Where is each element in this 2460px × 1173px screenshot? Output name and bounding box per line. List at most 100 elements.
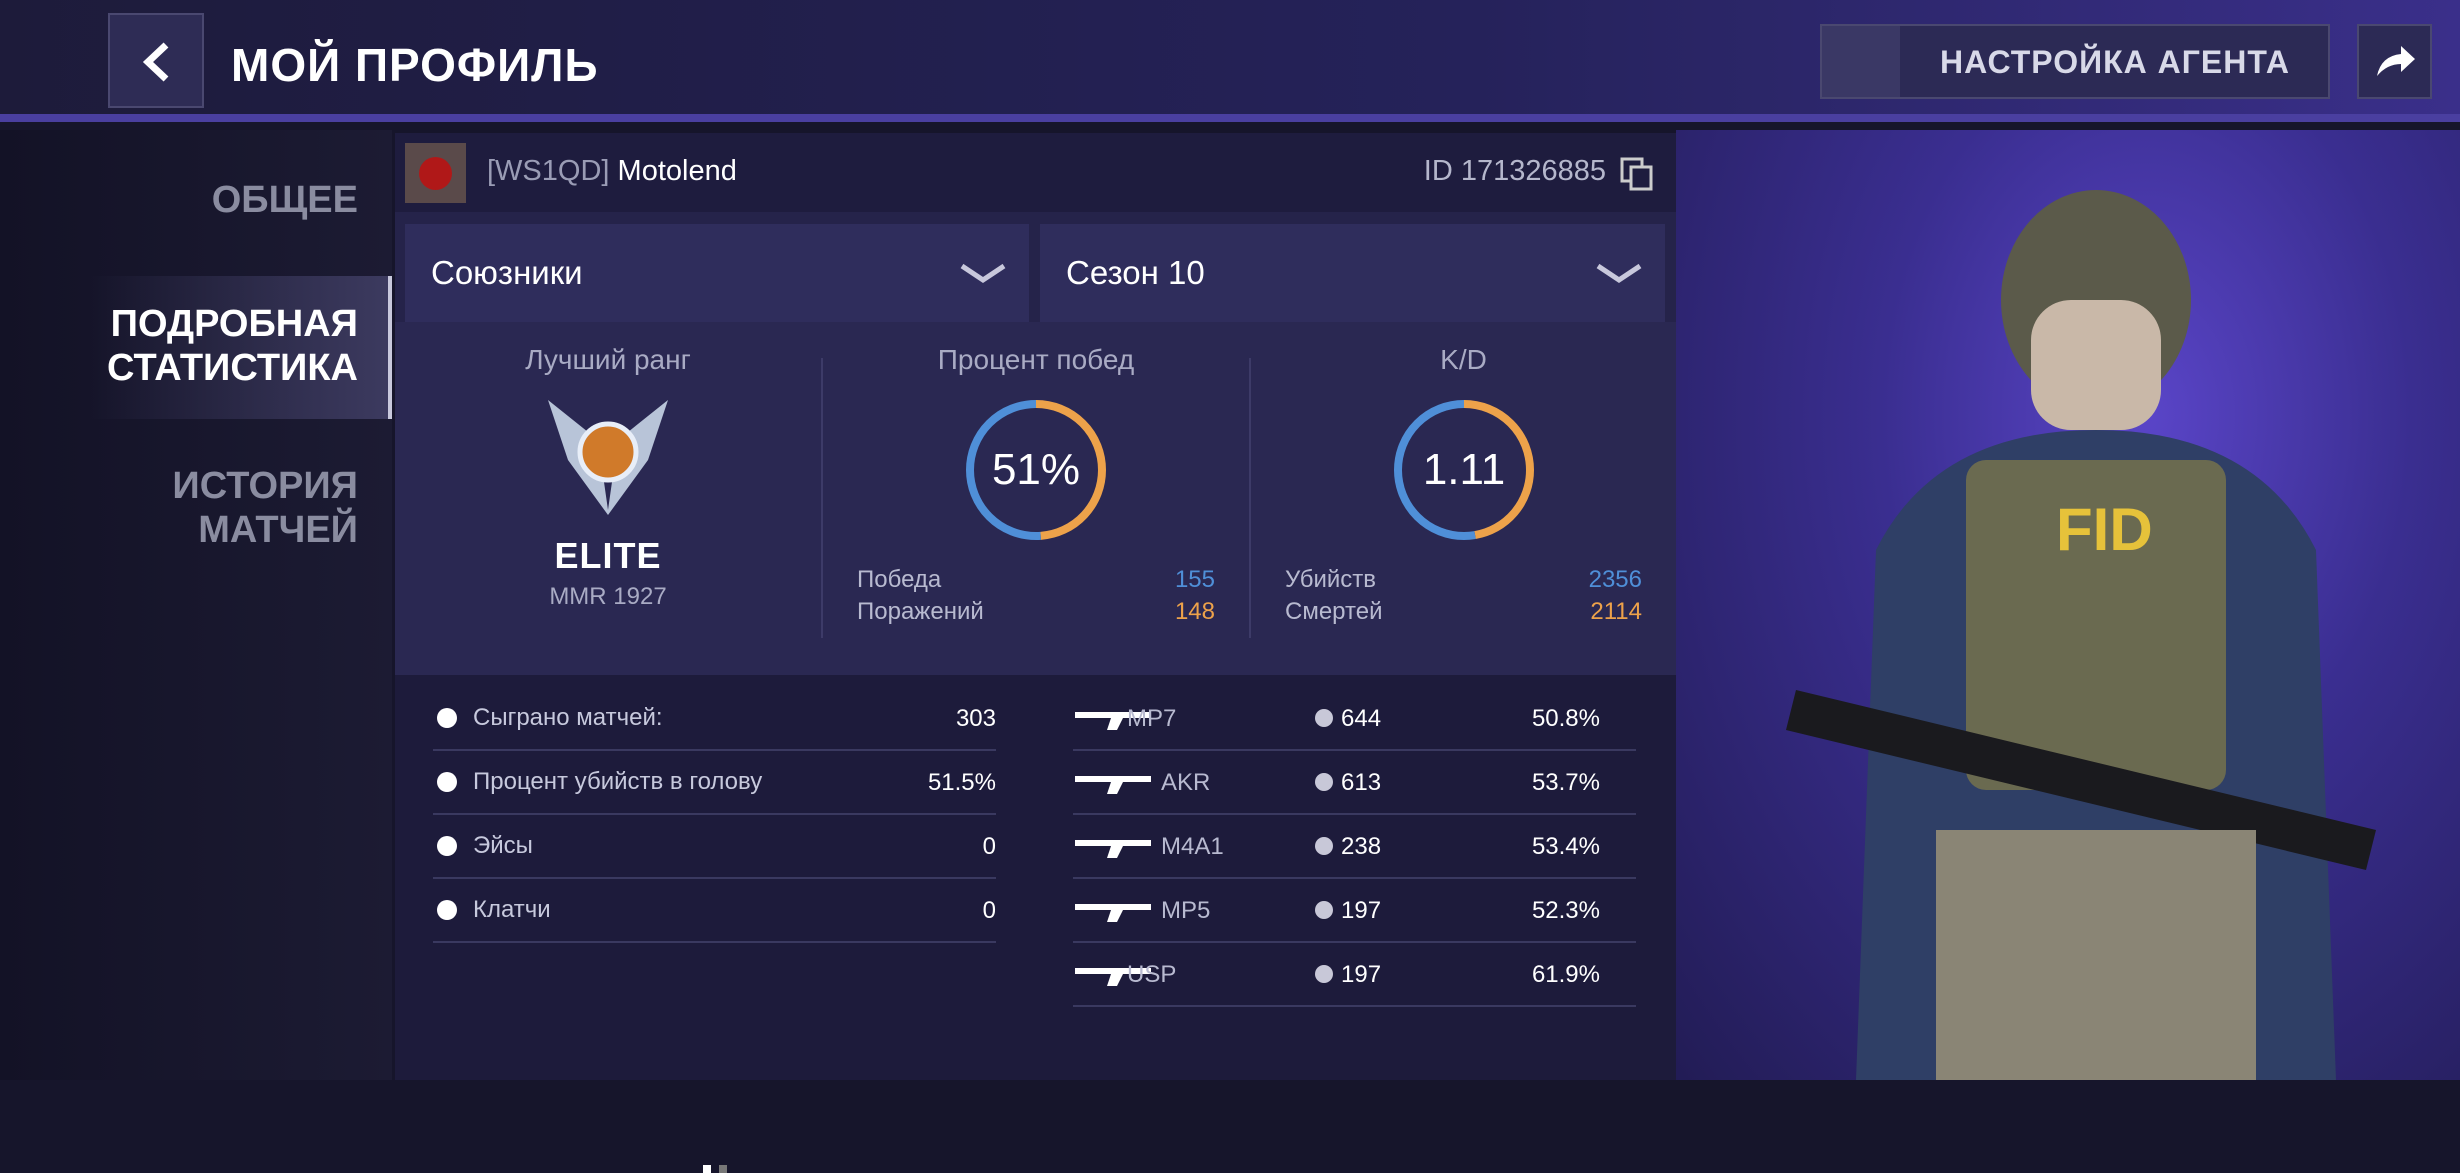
weapon-row: MP5 197 52.3%	[1073, 879, 1636, 943]
row-label: Смертей	[1285, 598, 1383, 625]
weapons-list: MP7 644 50.8% AKR 613 53.7% M4A1 238 53.4% MP5 197…	[1073, 687, 1636, 1007]
ring-arc	[1393, 400, 1534, 540]
player-id: ID 171326885	[1423, 155, 1606, 187]
stat-label: Эйсы	[473, 832, 533, 859]
ring-value: 1.11	[1422, 445, 1504, 494]
detail-area: Сыграно матчей: 303 Процент убийств в голо…	[395, 675, 1676, 1173]
player-name: Motolend	[617, 155, 737, 187]
icon-shape	[1315, 837, 1333, 855]
weapon-name: MP7	[1127, 705, 1177, 732]
summary-area	[395, 322, 1676, 675]
weapon-row: M4A1 238 53.4%	[1073, 815, 1636, 879]
stat-label: Сыграно матчей:	[473, 704, 663, 731]
stat-row: Клатчи 0	[433, 879, 996, 943]
stats-list: Сыграно матчей: 303 Процент убийств в голо…	[433, 687, 996, 943]
weapon-name: AKR	[1161, 769, 1211, 796]
weapon-name: MP5	[1161, 897, 1211, 924]
page-dot[interactable]	[719, 1165, 727, 1173]
icon-shape	[1315, 709, 1333, 727]
row-value: 155	[1174, 566, 1215, 593]
skull-icon	[1315, 773, 1333, 791]
ring-row: Убийств 2356	[1251, 566, 1676, 594]
agent-button-label: НАСТРОЙКА АГЕНТА	[1940, 44, 2290, 80]
sidebar: ОБЩЕЕ ПОДРОБНАЯ СТАТИСТИКА ИСТОРИЯ МАТЧЕ…	[0, 130, 392, 1080]
icon-shape	[1075, 904, 1151, 922]
weapon-row: USP 197 61.9%	[1073, 943, 1636, 1007]
stat-icon	[437, 836, 457, 856]
weapon-icon	[1075, 904, 1151, 922]
stat-label: Клатчи	[473, 896, 551, 923]
weapon-icon	[1075, 776, 1151, 794]
rank-emblem	[548, 400, 668, 515]
agent-button[interactable]: НАСТРОЙКА АГЕНТА	[1820, 24, 2330, 99]
sidebar-item[interactable]: ОБЩЕЕ	[211, 179, 358, 221]
page-dot[interactable]	[703, 1165, 711, 1173]
icon-shape	[1075, 968, 1151, 986]
page-title: МОЙ ПРОФИЛЬ	[231, 39, 599, 91]
weapon-kills: 197	[1341, 897, 1382, 924]
stat-row: Эйсы 0	[433, 815, 996, 879]
weapon-headshot: 53.4%	[1531, 833, 1600, 860]
back-button[interactable]	[108, 13, 204, 108]
icon-shape	[437, 836, 457, 856]
icon-shape	[1315, 773, 1333, 791]
kd-column: K/D 1.11 Убийств 2356 Смертей 2114	[1251, 322, 1676, 675]
rank-label: Лучший ранг	[525, 344, 691, 375]
divider	[1249, 358, 1251, 638]
sidebar-highlight	[90, 276, 392, 419]
weapon-name: USP	[1127, 961, 1177, 988]
weapon-headshot: 52.3%	[1531, 897, 1600, 924]
row-value: 148	[1174, 598, 1215, 625]
ring: 51%	[966, 400, 1106, 540]
filter-dropdown[interactable]: Союзники	[405, 224, 1029, 322]
weapon-kills: 644	[1341, 705, 1382, 732]
icon-shape	[1315, 965, 1333, 983]
stat-left: Эйсы	[433, 815, 533, 877]
ring-row: Смертей 2114	[1251, 598, 1676, 626]
stat-value: 0	[982, 833, 996, 860]
share-button[interactable]	[2357, 24, 2432, 99]
sidebar-item[interactable]: ПОДРОБНАЯ СТАТИСТИКА	[106, 303, 358, 389]
row-label: Убийств	[1285, 566, 1377, 593]
icon-shape	[437, 708, 457, 728]
icon-shape	[437, 772, 457, 792]
agent-illustration: FID	[1676, 130, 2460, 1080]
top-bar: МОЙ ПРОФИЛЬ НАСТРОЙКА АГЕНТА	[0, 0, 2460, 122]
icon-shape	[437, 900, 457, 920]
agent-figure: FID	[1786, 190, 2376, 1080]
skull-icon	[1315, 709, 1333, 727]
share-icon	[2377, 46, 2415, 76]
stat-icon	[437, 772, 457, 792]
weapon-row: MP7 644 50.8%	[1073, 687, 1636, 751]
stat-left: Клатчи	[433, 879, 551, 941]
weapon-row: AKR 613 53.7%	[1073, 751, 1636, 815]
weapon-icon	[1075, 712, 1151, 730]
filter-label: Союзники	[431, 254, 583, 291]
rank-column: Лучший ранг ELITE MMR 1927	[395, 322, 821, 675]
stat-icon	[437, 900, 457, 920]
row-label: Поражений	[857, 598, 984, 625]
weapon-headshot: 53.7%	[1531, 769, 1600, 796]
icon-shape	[1315, 901, 1333, 919]
chevron	[1596, 263, 1642, 284]
chevron	[960, 263, 1006, 284]
weapon-kills: 197	[1341, 961, 1382, 988]
stat-value: 0	[982, 897, 996, 924]
ring-row: Победа 155	[823, 566, 1249, 594]
weapon-icon	[1075, 968, 1151, 986]
filter-dropdown[interactable]: Сезон 10	[1040, 224, 1665, 322]
row-value: 2114	[1590, 598, 1642, 625]
sidebar-item[interactable]: ИСТОРИЯ МАТЧЕЙ	[172, 465, 358, 551]
icon-shape	[1075, 712, 1151, 730]
copy-icon[interactable]	[1620, 157, 1654, 191]
row-value: 2356	[1588, 566, 1642, 593]
svg-text:FID: FID	[2056, 496, 2153, 563]
skull-icon	[1315, 901, 1333, 919]
stat-left: Сыграно матчей:	[433, 687, 663, 749]
stat-value: 303	[955, 705, 996, 732]
weapon-name: M4A1	[1161, 833, 1224, 860]
icon-shape	[1075, 776, 1151, 794]
icon-shape	[1075, 840, 1151, 858]
weapon-kills: 238	[1341, 833, 1382, 860]
stat-icon	[437, 708, 457, 728]
